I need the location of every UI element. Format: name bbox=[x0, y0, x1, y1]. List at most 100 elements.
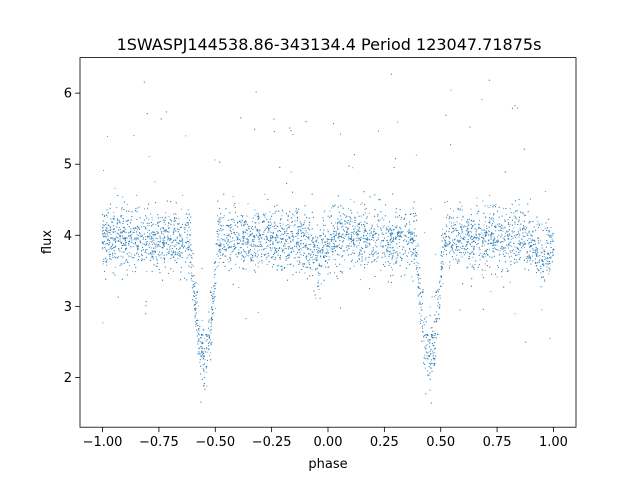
data-point bbox=[531, 239, 533, 241]
data-point bbox=[417, 279, 419, 281]
data-point bbox=[537, 221, 539, 223]
data-point bbox=[125, 220, 127, 222]
data-point bbox=[550, 226, 552, 228]
data-point bbox=[361, 202, 363, 204]
data-point bbox=[257, 236, 259, 238]
data-point bbox=[296, 247, 298, 249]
data-point bbox=[486, 232, 488, 234]
data-point bbox=[319, 229, 321, 231]
data-point bbox=[452, 227, 454, 229]
data-point bbox=[524, 242, 526, 244]
data-point bbox=[419, 312, 421, 314]
data-point bbox=[534, 243, 536, 245]
data-point bbox=[485, 230, 487, 232]
data-point bbox=[232, 283, 234, 285]
data-point bbox=[456, 249, 458, 251]
data-point bbox=[239, 267, 241, 269]
data-point bbox=[218, 250, 220, 252]
data-point bbox=[272, 236, 274, 238]
data-point bbox=[200, 365, 202, 367]
data-point bbox=[417, 295, 419, 297]
data-point bbox=[342, 229, 344, 231]
data-point bbox=[328, 252, 330, 254]
data-point bbox=[272, 247, 274, 249]
data-point bbox=[306, 244, 308, 246]
data-point bbox=[415, 265, 417, 267]
data-point bbox=[333, 246, 335, 248]
data-point bbox=[277, 230, 279, 232]
data-point bbox=[250, 248, 252, 250]
data-point bbox=[411, 260, 413, 262]
data-point bbox=[159, 245, 161, 247]
data-point bbox=[382, 264, 384, 266]
data-point bbox=[428, 340, 430, 342]
data-point bbox=[159, 272, 161, 274]
data-point bbox=[344, 220, 346, 222]
data-point bbox=[304, 272, 306, 274]
data-point bbox=[441, 266, 443, 268]
data-point bbox=[455, 230, 457, 232]
data-point bbox=[261, 253, 263, 255]
data-point bbox=[375, 241, 377, 243]
data-point bbox=[442, 246, 444, 248]
data-point bbox=[466, 221, 468, 223]
data-point bbox=[385, 232, 387, 234]
data-point bbox=[468, 221, 470, 223]
data-point bbox=[304, 238, 306, 240]
data-point bbox=[493, 239, 495, 241]
data-point bbox=[397, 216, 399, 218]
data-point bbox=[472, 256, 474, 258]
data-point bbox=[361, 253, 363, 255]
data-point bbox=[369, 196, 371, 198]
data-point bbox=[229, 256, 231, 258]
data-point bbox=[191, 264, 193, 266]
data-point bbox=[261, 262, 263, 264]
data-point bbox=[546, 233, 548, 235]
data-point bbox=[414, 253, 416, 255]
data-point bbox=[136, 244, 138, 246]
data-point bbox=[391, 225, 393, 227]
data-point bbox=[510, 239, 512, 241]
data-point bbox=[468, 230, 470, 232]
data-point bbox=[152, 252, 154, 254]
data-point bbox=[238, 249, 240, 251]
data-point bbox=[198, 347, 200, 349]
data-point bbox=[120, 242, 122, 244]
data-point bbox=[517, 107, 519, 109]
data-point bbox=[326, 255, 328, 257]
data-point bbox=[365, 257, 367, 259]
data-point bbox=[257, 262, 259, 264]
data-point bbox=[260, 256, 262, 258]
data-point bbox=[366, 239, 368, 241]
data-point bbox=[501, 248, 503, 250]
data-point bbox=[461, 247, 463, 249]
data-point bbox=[492, 206, 494, 208]
data-point bbox=[155, 202, 157, 204]
data-point bbox=[245, 223, 247, 225]
data-point bbox=[341, 223, 343, 225]
data-point bbox=[359, 230, 361, 232]
data-point bbox=[257, 212, 259, 214]
data-point bbox=[491, 233, 493, 235]
data-point bbox=[341, 226, 343, 228]
data-point bbox=[527, 239, 529, 241]
data-point bbox=[168, 246, 170, 248]
data-point bbox=[301, 232, 303, 234]
data-point bbox=[417, 243, 419, 245]
data-point bbox=[196, 320, 198, 322]
data-point bbox=[344, 259, 346, 261]
data-point bbox=[465, 236, 467, 238]
data-point bbox=[527, 234, 529, 236]
data-point bbox=[145, 228, 147, 230]
data-point bbox=[230, 227, 232, 228]
data-point bbox=[377, 256, 379, 258]
data-point bbox=[119, 240, 121, 242]
data-point bbox=[491, 242, 493, 244]
data-point bbox=[292, 247, 294, 249]
data-point bbox=[507, 253, 509, 255]
data-point bbox=[362, 237, 364, 239]
data-point bbox=[414, 228, 416, 230]
data-point bbox=[489, 221, 491, 223]
data-point bbox=[306, 232, 308, 234]
data-point bbox=[491, 224, 493, 226]
